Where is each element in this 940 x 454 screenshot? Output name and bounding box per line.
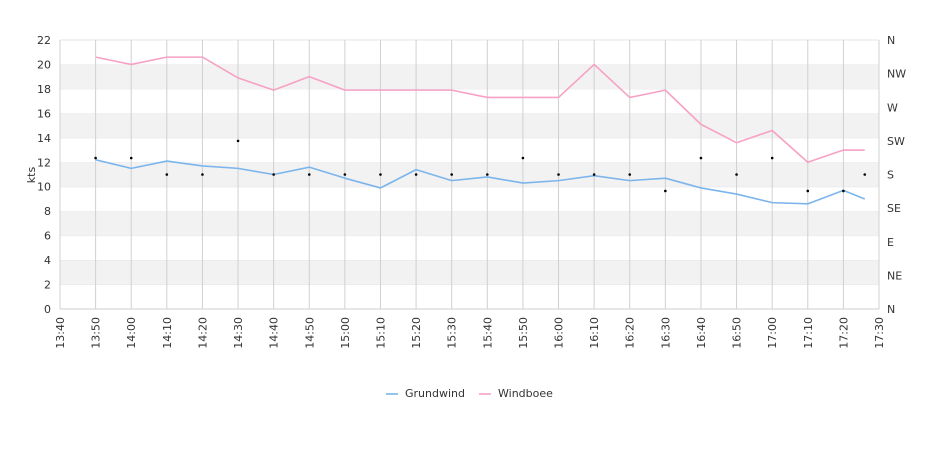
y-tick-label: 12 — [37, 156, 51, 169]
direction-points — [94, 139, 867, 193]
direction-tick-label: E — [887, 236, 894, 249]
direction-point — [450, 173, 453, 176]
x-tick-label: 14:00 — [125, 317, 138, 349]
direction-point — [379, 173, 382, 176]
x-tick-label: 13:50 — [90, 317, 103, 349]
legend-label: Grundwind — [405, 387, 465, 400]
y-tick-label: 22 — [37, 34, 51, 47]
x-tick-label: 14:20 — [196, 317, 209, 349]
direction-point — [521, 156, 525, 160]
x-tick-label: 14:10 — [161, 317, 174, 349]
x-tick-label: 16:30 — [659, 317, 672, 349]
direction-point — [770, 156, 774, 160]
grid-band — [60, 113, 879, 138]
x-tick-label: 16:50 — [731, 317, 744, 349]
grid-bands — [60, 39, 879, 310]
direction-point — [272, 173, 275, 176]
legend-item-grundwind[interactable]: Grundwind — [386, 387, 465, 400]
x-tick-label: 15:50 — [517, 317, 530, 349]
y-axis-ticks: 0 2 4 6 8 10 12 14 16 18 20 22 — [37, 34, 51, 316]
y-tick-label: 10 — [37, 181, 51, 194]
direction-point — [699, 156, 703, 160]
x-tick-label: 17:20 — [837, 317, 850, 349]
grid-band — [60, 137, 879, 163]
x-tick-label: 17:30 — [873, 317, 886, 349]
direction-point — [307, 173, 311, 176]
x-tick-label: 14:40 — [268, 317, 281, 349]
legend[interactable]: Grundwind Windboee — [386, 387, 553, 400]
direction-point — [664, 189, 667, 193]
legend-label: Windboee — [498, 387, 553, 400]
x-tick-label: 13:40 — [54, 317, 67, 349]
y-tick-label: 8 — [44, 205, 51, 218]
direction-axis-ticks: N NE E SE S SW W NW N — [887, 34, 906, 316]
y-tick-label: 14 — [37, 132, 51, 145]
series-line-windboee — [95, 56, 865, 164]
x-tick-label: 16:10 — [588, 317, 601, 349]
series-line-grundwind — [95, 159, 866, 205]
direction-point — [129, 156, 133, 160]
direction-tick-label: NW — [887, 68, 906, 81]
direction-point — [414, 173, 418, 176]
y-axis-label: kts — [25, 167, 38, 184]
direction-tick-label: NE — [887, 269, 902, 282]
direction-point — [628, 173, 632, 176]
y-tick-label: 6 — [44, 230, 51, 243]
y-tick-label: 2 — [44, 279, 51, 292]
direction-point — [486, 173, 489, 176]
grid-band — [60, 186, 879, 212]
grid-band — [60, 284, 879, 309]
direction-point — [592, 173, 596, 176]
y-tick-label: 4 — [44, 254, 51, 267]
x-tick-label: 14:30 — [232, 317, 245, 349]
x-tick-label: 15:40 — [481, 317, 494, 349]
y-tick-label: 16 — [37, 107, 51, 120]
direction-point — [557, 173, 560, 176]
grid-band — [60, 162, 879, 187]
direction-tick-label: W — [887, 101, 898, 114]
grid-band — [60, 40, 879, 65]
x-tick-label: 14:50 — [303, 317, 316, 349]
direction-point — [842, 189, 845, 193]
x-tick-label: 17:10 — [802, 317, 815, 349]
x-tick-label: 16:20 — [624, 317, 637, 349]
direction-point — [806, 189, 810, 193]
direction-tick-label: N — [887, 303, 895, 316]
direction-tick-label: S — [887, 169, 894, 182]
legend-item-windboee[interactable]: Windboee — [479, 387, 553, 400]
x-tick-label: 15:30 — [446, 317, 459, 349]
y-tick-label: 0 — [44, 303, 51, 316]
direction-point — [343, 173, 347, 176]
direction-tick-label: SE — [887, 202, 901, 215]
y-tick-label: 20 — [37, 58, 51, 71]
grid-band — [60, 64, 879, 89]
x-tick-label: 15:00 — [339, 317, 352, 349]
direction-point — [236, 139, 240, 143]
grid-band — [60, 211, 879, 236]
direction-tick-label: SW — [887, 135, 905, 148]
x-tick-label: 16:40 — [695, 317, 708, 349]
series-lines — [95, 56, 866, 205]
direction-point — [201, 173, 204, 176]
direction-tick-label: N — [887, 34, 895, 47]
direction-point — [165, 173, 169, 176]
x-tick-label: 15:20 — [410, 317, 423, 349]
grid-band — [60, 88, 879, 114]
x-tick-label: 16:00 — [553, 317, 566, 349]
direction-point — [94, 156, 97, 160]
x-tick-label: 15:10 — [374, 317, 387, 349]
x-tick-label: 17:00 — [766, 317, 779, 349]
grid-band — [60, 235, 879, 261]
y-tick-label: 18 — [37, 83, 51, 96]
direction-point — [735, 173, 738, 176]
grid-band — [60, 260, 879, 285]
x-axis-ticks: 13:40 13:50 14:00 14:10 14:20 14:30 14:40 14:50… — [54, 317, 886, 349]
direction-point — [863, 173, 867, 176]
